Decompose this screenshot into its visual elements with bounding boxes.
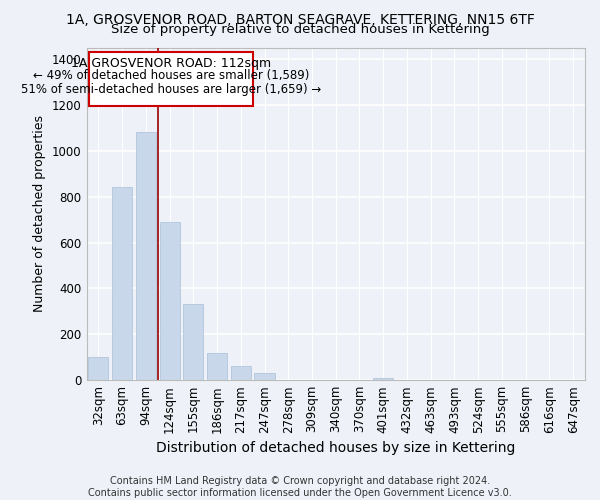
Text: Size of property relative to detached houses in Kettering: Size of property relative to detached ho…: [110, 22, 490, 36]
Text: 1A, GROSVENOR ROAD, BARTON SEAGRAVE, KETTERING, NN15 6TF: 1A, GROSVENOR ROAD, BARTON SEAGRAVE, KET…: [65, 12, 535, 26]
Y-axis label: Number of detached properties: Number of detached properties: [34, 116, 46, 312]
Bar: [160, 222, 179, 380]
Bar: [207, 352, 227, 380]
Bar: [136, 132, 156, 380]
Bar: [231, 366, 251, 380]
X-axis label: Distribution of detached houses by size in Kettering: Distribution of detached houses by size …: [156, 441, 515, 455]
Bar: [373, 378, 394, 380]
Text: 51% of semi-detached houses are larger (1,659) →: 51% of semi-detached houses are larger (…: [20, 84, 321, 96]
Text: Contains HM Land Registry data © Crown copyright and database right 2024.
Contai: Contains HM Land Registry data © Crown c…: [88, 476, 512, 498]
Bar: [112, 188, 132, 380]
Bar: [183, 304, 203, 380]
Bar: [254, 374, 275, 380]
Bar: [89, 52, 253, 106]
Bar: [88, 357, 109, 380]
Text: 1A GROSVENOR ROAD: 112sqm: 1A GROSVENOR ROAD: 112sqm: [71, 57, 271, 70]
Text: ← 49% of detached houses are smaller (1,589): ← 49% of detached houses are smaller (1,…: [32, 68, 309, 82]
